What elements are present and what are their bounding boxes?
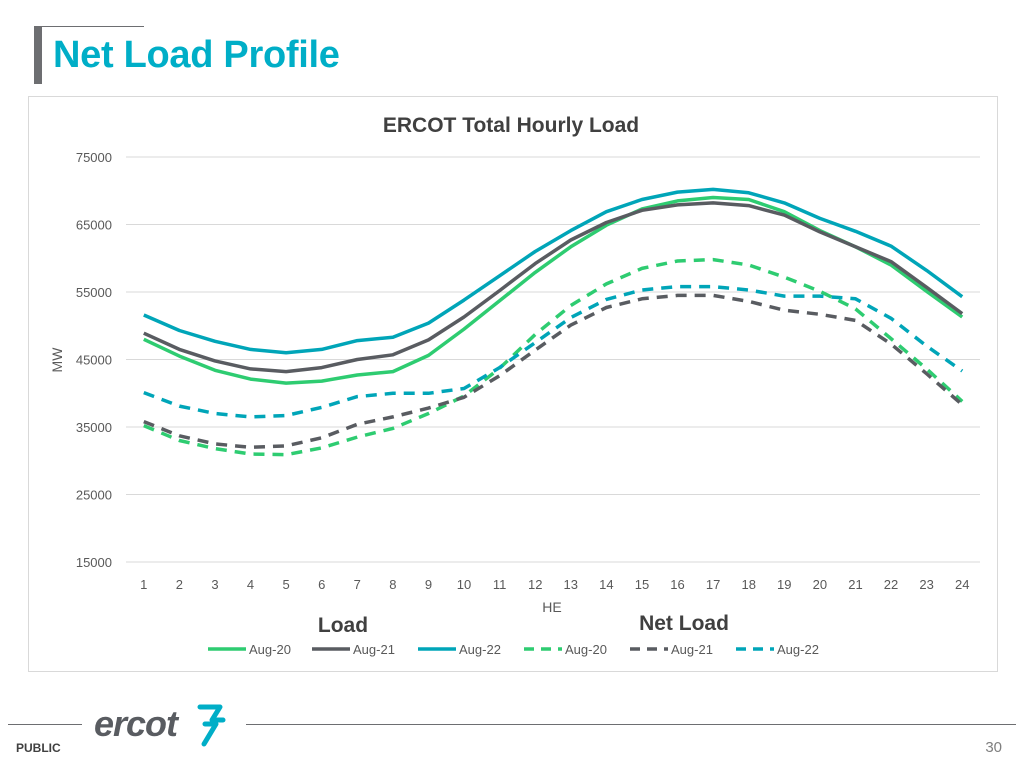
- legend-label: Aug-21: [353, 642, 395, 657]
- x-tick-label: 11: [493, 577, 507, 592]
- x-tick-label: 2: [176, 577, 183, 592]
- series-lines: [143, 187, 964, 457]
- x-tick-label: 4: [247, 577, 254, 592]
- chart-frame: [28, 96, 998, 672]
- x-tick-label: 17: [706, 577, 720, 592]
- series-line-load-aug-21: [143, 201, 964, 374]
- legend-label: Aug-22: [459, 642, 501, 657]
- legend-label: Aug-22: [777, 642, 819, 657]
- page-title: Net Load Profile: [53, 34, 340, 76]
- y-axis-label: MW: [49, 347, 65, 373]
- x-tick-label: 8: [389, 577, 396, 592]
- x-tick-label: 3: [211, 577, 218, 592]
- x-tick-label: 21: [848, 577, 862, 592]
- footer-divider-right: [246, 724, 1016, 725]
- x-tick-label: 16: [670, 577, 684, 592]
- x-tick-label: 10: [457, 577, 471, 592]
- x-tick-label: 23: [919, 577, 933, 592]
- x-tick-label: 19: [777, 577, 791, 592]
- x-tick-label: 5: [283, 577, 290, 592]
- y-tick-label: 55000: [76, 285, 112, 300]
- series-line-load-aug-22: [143, 187, 964, 355]
- y-tick-label: 25000: [76, 488, 112, 503]
- y-tick-label: 75000: [76, 150, 112, 165]
- svg-text:ercot: ercot: [94, 703, 180, 744]
- title-accent-line: [34, 26, 144, 27]
- x-tick-label: 9: [425, 577, 432, 592]
- x-tick-label: 18: [741, 577, 755, 592]
- x-axis-ticks: 1 2 3 4 5 6 7 8 9 10 11 12 13 14 15 16 17 18 19 20 21 22 23 24: [140, 577, 969, 592]
- x-tick-label: 6: [318, 577, 325, 592]
- legend-group-net-load: Net Load: [639, 612, 729, 635]
- legend-label: Aug-20: [565, 642, 607, 657]
- legend-label: Aug-20: [249, 642, 291, 657]
- y-tick-label: 65000: [76, 218, 112, 233]
- x-tick-label: 13: [564, 577, 578, 592]
- chart-title: ERCOT Total Hourly Load: [383, 114, 639, 137]
- x-axis-label: HE: [542, 599, 561, 615]
- x-tick-label: 22: [884, 577, 898, 592]
- x-tick-label: 7: [354, 577, 361, 592]
- gridlines: [126, 156, 980, 563]
- x-tick-label: 1: [140, 577, 147, 592]
- x-tick-label: 14: [599, 577, 613, 592]
- x-tick-label: 12: [528, 577, 542, 592]
- lightning-mark-icon: [197, 704, 226, 747]
- page-number: 30: [985, 739, 1002, 756]
- y-tick-label: 35000: [76, 420, 112, 435]
- y-tick-label: 45000: [76, 353, 112, 368]
- x-tick-label: 15: [635, 577, 649, 592]
- y-tick-label: 15000: [76, 555, 112, 570]
- ercot-logo: ercot: [94, 703, 226, 747]
- legend: Aug-20 Aug-21 Aug-22 Aug-20 Aug-21 Aug-22: [208, 642, 819, 657]
- classification-label: PUBLIC: [16, 741, 61, 755]
- y-axis-ticks: 15000 25000 35000 45000 55000 65000 75000: [76, 150, 112, 570]
- x-tick-label: 20: [813, 577, 827, 592]
- x-tick-label: 24: [955, 577, 969, 592]
- series-line-net-load-aug-22: [143, 284, 964, 419]
- legend-group-load: Load: [318, 614, 368, 637]
- series-line-net-load-aug-20: [143, 257, 964, 457]
- title-accent-bar: [34, 26, 42, 84]
- series-line-net-load-aug-21: [143, 293, 964, 450]
- legend-label: Aug-21: [671, 642, 713, 657]
- footer-divider-left: [8, 724, 82, 725]
